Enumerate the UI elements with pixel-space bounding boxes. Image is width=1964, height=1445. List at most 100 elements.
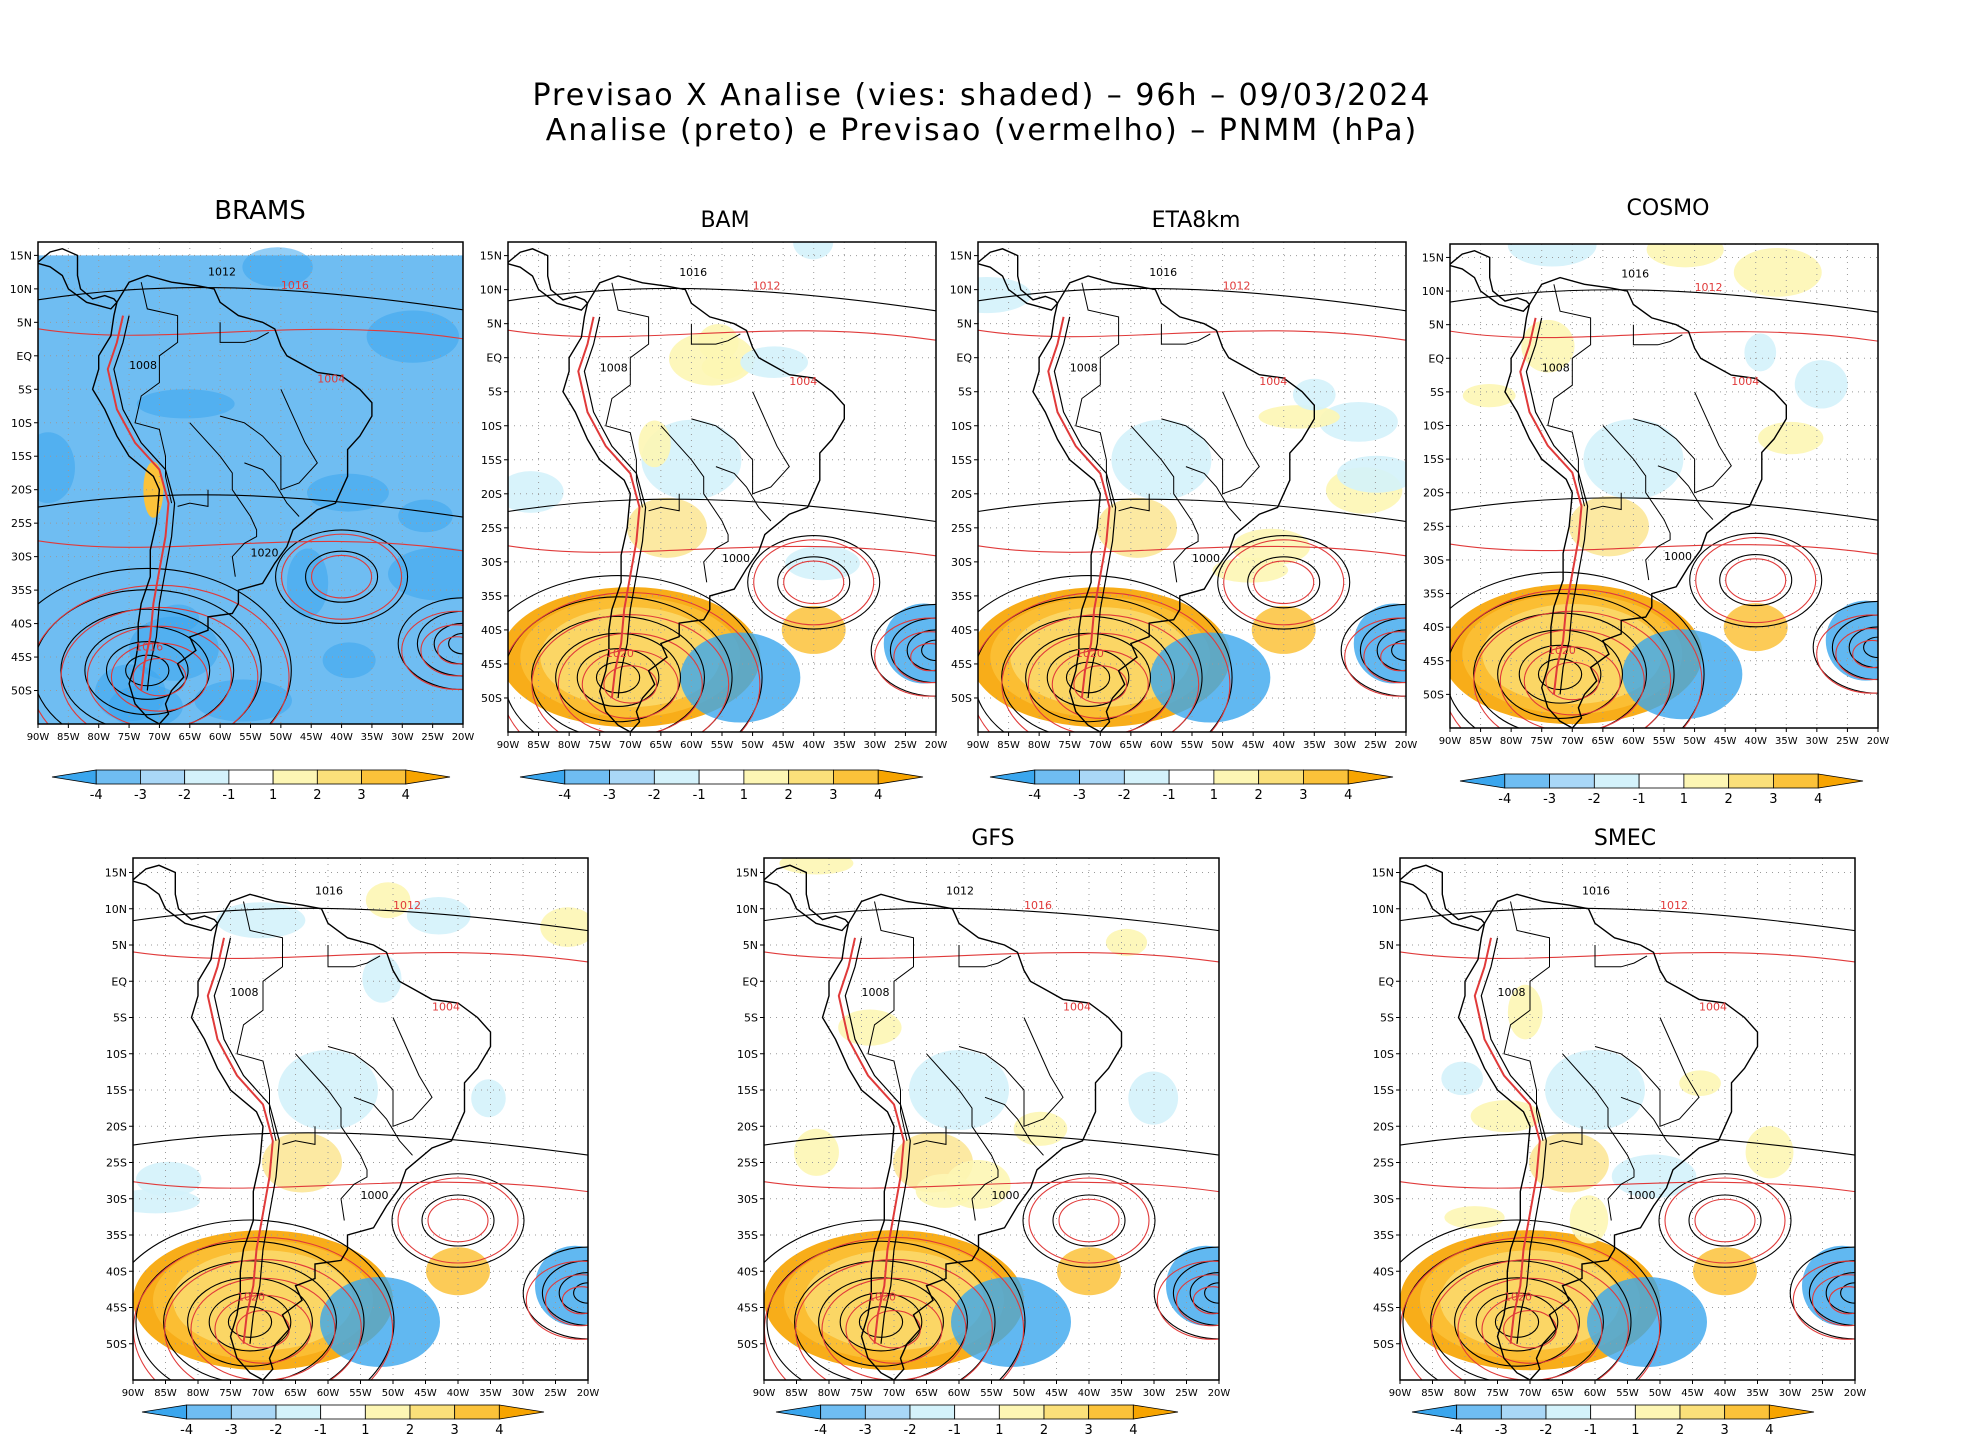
isobar [397, 1177, 519, 1264]
lat-tick-label: 40S [481, 624, 502, 637]
isobar [874, 617, 936, 697]
colorbar-swatch [186, 1404, 232, 1420]
country-border [219, 322, 269, 343]
country-border [926, 1053, 999, 1221]
lat-tick-label: 50S [11, 685, 32, 698]
lat-tick-label: 5N [957, 318, 972, 331]
lat-tick-label: 45S [1423, 655, 1444, 668]
isobar [133, 1181, 588, 1193]
isobar [1025, 632, 1152, 723]
lat-tick-label: 50S [106, 1338, 127, 1351]
lon-tick-label: 50W [382, 1388, 405, 1399]
isobar [508, 498, 936, 523]
colorbar-label: -4 [180, 1423, 193, 1438]
lat-tick-label: 50S [1423, 688, 1444, 701]
isobar [133, 1219, 395, 1380]
colorbar-label: 1 [1210, 788, 1218, 803]
isobar-label: 1008 [1542, 362, 1570, 375]
lat-tick-label: 5S [1430, 386, 1444, 399]
lon-tick-label: 30W [864, 740, 887, 751]
isobar [1204, 1282, 1219, 1304]
isobar-label: 1012 [208, 265, 236, 278]
lon-tick-label: 60W [209, 732, 232, 743]
isobar [1828, 1286, 1855, 1315]
isobar [522, 1246, 588, 1340]
isobar [38, 328, 463, 340]
country-border [913, 1126, 947, 1146]
colorbar-label: -1 [222, 788, 235, 803]
lon-tick-label: 60W [1622, 736, 1645, 747]
bias-blob [1521, 319, 1575, 373]
lat-tick-label: 30S [951, 556, 972, 569]
lon-tick-label: 75W [118, 732, 141, 743]
colorbar-label: -4 [1450, 1423, 1463, 1438]
isobar [421, 1194, 495, 1247]
lat-tick-label: 25S [951, 522, 972, 535]
lat-tick-label: 50S [1373, 1338, 1394, 1351]
isobar [1344, 617, 1406, 697]
colorbar-swatch [820, 1404, 866, 1420]
isobar [753, 539, 875, 626]
colorbar-swatch [698, 769, 745, 785]
lon-tick-label: 75W [588, 740, 611, 751]
bias-blob [1462, 383, 1516, 408]
isobar [531, 615, 705, 732]
lon-tick-label: 75W [1486, 1388, 1509, 1399]
colorbar-label: -1 [1633, 792, 1646, 807]
lon-tick-label: 90W [753, 1388, 776, 1399]
bias-blob [216, 902, 306, 939]
isobar [561, 1286, 588, 1315]
isobar [1457, 1277, 1603, 1380]
colorbar-label: 4 [874, 788, 882, 803]
lat-tick-label: 10N [480, 284, 502, 297]
country-border [690, 323, 741, 345]
lon-tick-label: 55W [239, 732, 262, 743]
isobar [397, 597, 463, 691]
country-border [691, 391, 790, 495]
lon-tick-label: 40W [447, 1388, 470, 1399]
colorbar-swatch [1545, 1404, 1592, 1420]
country-border [1547, 284, 1592, 507]
isobar [281, 533, 403, 620]
lon-tick-label: 90W [1389, 1388, 1412, 1399]
isobar [839, 1292, 923, 1352]
colorbar-label: 4 [1814, 792, 1822, 807]
isobar [1065, 661, 1111, 694]
colorbar-swatch [228, 769, 274, 785]
colorbar-swatch [1593, 773, 1640, 789]
colorbar-swatch [405, 769, 451, 785]
isobar-label: 1016 [1582, 884, 1610, 897]
isobar [508, 545, 936, 557]
andes-isobars [1519, 317, 1583, 695]
colorbar-swatch [653, 769, 700, 785]
isobar [893, 631, 936, 684]
isobar-label: 1000 [722, 552, 750, 565]
colorbar-swatch [998, 1404, 1045, 1420]
isobar [978, 575, 1233, 732]
isobar [1376, 629, 1406, 672]
lon-tick-label: 50W [1683, 736, 1706, 747]
lat-tick-label: 10N [736, 903, 758, 916]
andes-isobars [1473, 937, 1541, 1344]
country-border [327, 945, 381, 968]
bias-blob [133, 1188, 200, 1214]
lon-tick-label: 70W [1089, 740, 1112, 751]
bias-blob [668, 331, 755, 386]
country-border [715, 466, 772, 522]
isobar [1475, 1292, 1559, 1352]
colorbar-swatch [609, 769, 655, 785]
colorbar-label: 1 [361, 1423, 369, 1438]
colorbar-swatch [1768, 1404, 1815, 1420]
lat-tick-label: 45S [11, 651, 32, 664]
isobar [38, 589, 262, 724]
isobar [110, 642, 208, 712]
lon-tick-label: 65W [284, 1388, 307, 1399]
lon-tick-label: 90W [27, 732, 50, 743]
colorbar-label: -4 [814, 1423, 827, 1438]
bias-blob [307, 473, 389, 512]
colorbar-label: -2 [1588, 792, 1601, 807]
lat-tick-label: 10N [1422, 285, 1444, 298]
lon-tick-label: 35W [833, 740, 856, 751]
country-border [1632, 324, 1683, 346]
bias-blob [108, 684, 183, 724]
